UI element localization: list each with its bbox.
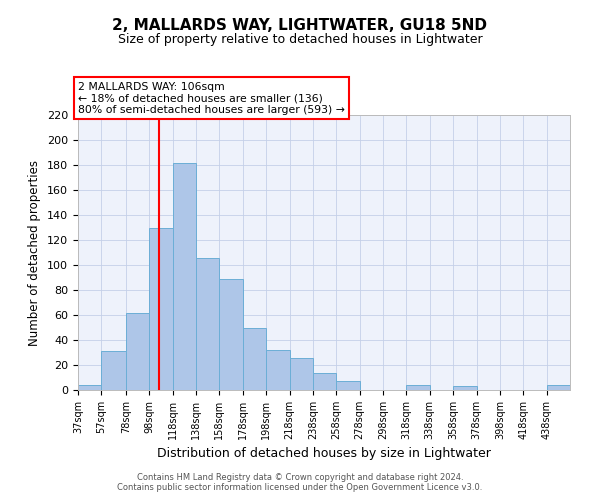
Bar <box>336 381 359 390</box>
Bar <box>126 312 149 390</box>
Bar <box>290 358 313 390</box>
Bar <box>173 162 196 390</box>
Bar <box>196 258 220 390</box>
X-axis label: Distribution of detached houses by size in Lightwater: Distribution of detached houses by size … <box>157 448 491 460</box>
Bar <box>406 385 430 390</box>
Bar <box>266 350 290 390</box>
Bar <box>220 279 243 390</box>
Bar <box>547 385 570 390</box>
Bar <box>453 386 476 390</box>
Text: Contains public sector information licensed under the Open Government Licence v3: Contains public sector information licen… <box>118 484 482 492</box>
Bar <box>243 328 266 390</box>
Text: Contains HM Land Registry data © Crown copyright and database right 2024.: Contains HM Land Registry data © Crown c… <box>137 474 463 482</box>
Bar <box>78 385 101 390</box>
Text: 2, MALLARDS WAY, LIGHTWATER, GU18 5ND: 2, MALLARDS WAY, LIGHTWATER, GU18 5ND <box>113 18 487 32</box>
Text: 2 MALLARDS WAY: 106sqm
← 18% of detached houses are smaller (136)
80% of semi-de: 2 MALLARDS WAY: 106sqm ← 18% of detached… <box>78 82 345 115</box>
Y-axis label: Number of detached properties: Number of detached properties <box>28 160 41 346</box>
Bar <box>149 228 173 390</box>
Text: Size of property relative to detached houses in Lightwater: Size of property relative to detached ho… <box>118 32 482 46</box>
Bar <box>101 351 126 390</box>
Bar <box>313 372 336 390</box>
